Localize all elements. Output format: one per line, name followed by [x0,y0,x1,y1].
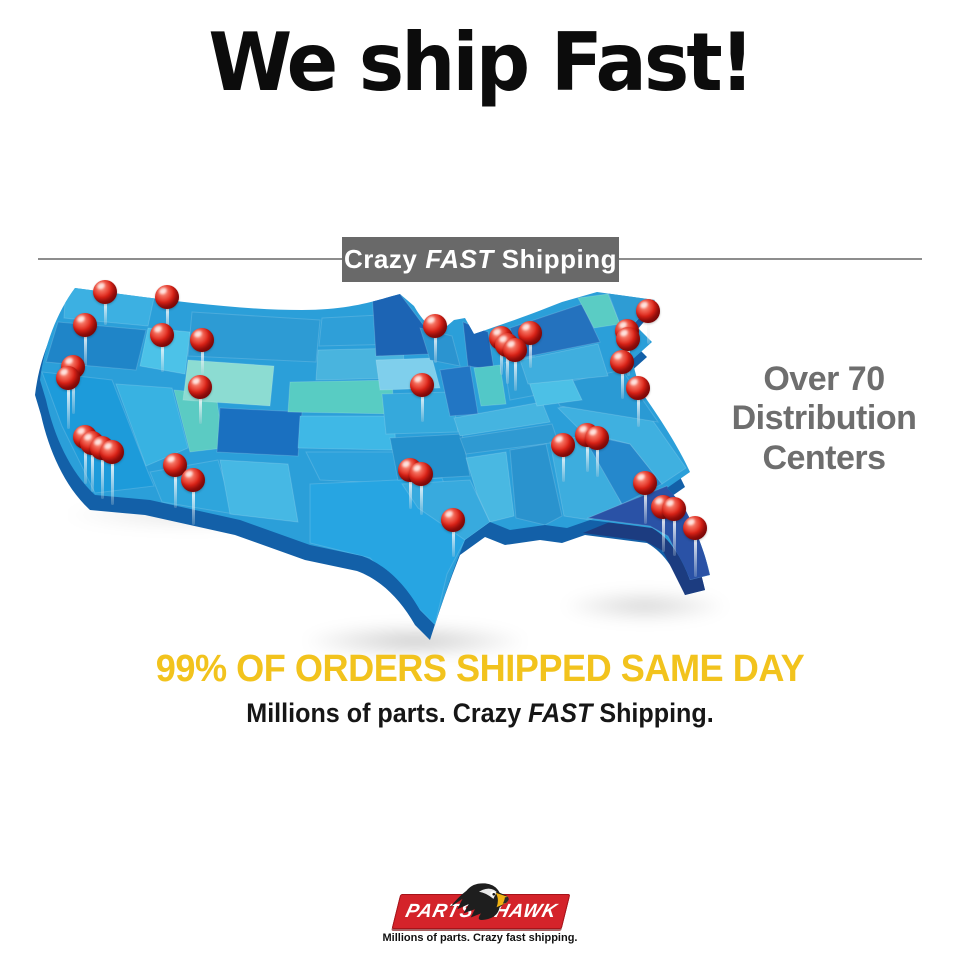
subheadline-post: Shipping. [599,698,714,728]
shipping-banner: Crazy FAST Shipping [342,237,619,282]
map-drop-shadow [560,590,730,622]
state-OK [305,451,405,485]
headline: 99% OF ORDERS SHIPPED SAME DAY [155,648,805,690]
distribution-label: Over 70 Distribution Centers [710,360,938,478]
state-KS [297,415,397,451]
state-MN [371,291,431,357]
banner-word-fast: FAST [425,244,494,274]
state-AL [509,443,563,526]
state-MT [187,311,321,363]
distribution-line-2: Distribution [731,399,917,438]
state-IN [473,364,507,407]
state-MS [465,451,515,523]
state-OR [45,321,147,371]
distribution-line-3: Centers [762,438,886,477]
banner-word-shipping: Shipping [501,244,617,274]
logo-tagline: Millions of parts. Crazy fast shipping. [382,932,578,944]
hawk-icon [450,883,509,921]
state-IA [375,357,441,391]
state-WY [182,359,275,407]
partshawk-logo: PARTS HAWK Millions of parts. Crazy fast… [0,883,960,954]
state-NM [219,459,299,523]
state-CO [216,407,303,457]
us-map-3d [35,288,710,640]
subheadline-fast: FAST [528,698,593,728]
subheadline-pre: Millions of parts. Crazy [246,698,522,728]
state-NV [115,383,189,467]
state-ID [139,327,191,375]
state-NE [287,379,395,415]
page-title: We ship Fast! [208,16,754,109]
state-KY [453,401,551,437]
banner-word-crazy: Crazy [344,244,418,274]
state-PA [519,343,609,385]
subheadline: Millions of parts. Crazy FAST Shipping. [34,698,927,729]
distribution-line-1: Over 70 [763,360,885,398]
map-drop-shadow [300,624,530,658]
state-AR [389,433,471,481]
